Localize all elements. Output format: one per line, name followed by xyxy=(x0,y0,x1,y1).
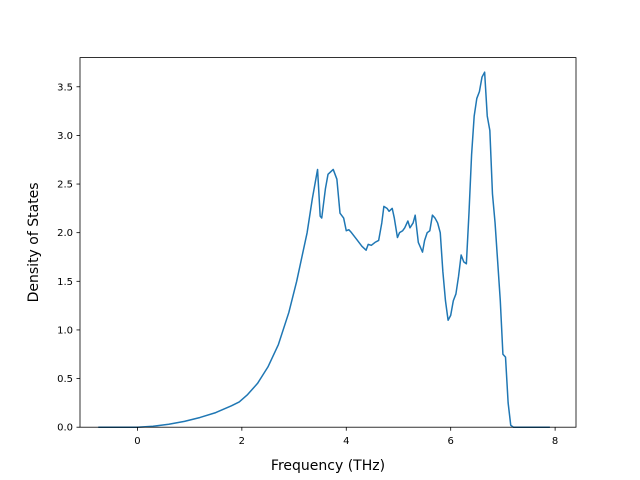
y-tick-label: 0.5 xyxy=(57,374,73,385)
x-tick-label: 2 xyxy=(239,436,245,447)
plot-area xyxy=(98,71,550,428)
y-tick-label: 3.0 xyxy=(57,131,73,142)
axes-frame xyxy=(79,57,577,428)
x-tick-label: 8 xyxy=(552,436,558,447)
x-tick-label: 4 xyxy=(343,436,349,447)
y-axis: 0.0 0.5 1.0 1.5 2.0 2.5 3.0 3.5 xyxy=(57,82,80,434)
y-tick-label: 3.5 xyxy=(57,82,73,93)
x-axis: 0 2 4 6 8 xyxy=(134,427,558,447)
y-tick-label: 0.0 xyxy=(57,423,73,434)
y-tick-label: 1.5 xyxy=(57,277,73,288)
y-axis-label: Density of States xyxy=(26,182,42,302)
y-tick-label: 1.0 xyxy=(57,325,73,336)
x-axis-label: Frequency (THz) xyxy=(271,458,385,474)
series-line-0 xyxy=(98,71,550,428)
y-tick-label: 2.0 xyxy=(57,228,73,239)
x-tick-label: 6 xyxy=(448,436,454,447)
y-tick-label: 2.5 xyxy=(57,180,73,191)
x-tick-label: 0 xyxy=(134,436,140,447)
